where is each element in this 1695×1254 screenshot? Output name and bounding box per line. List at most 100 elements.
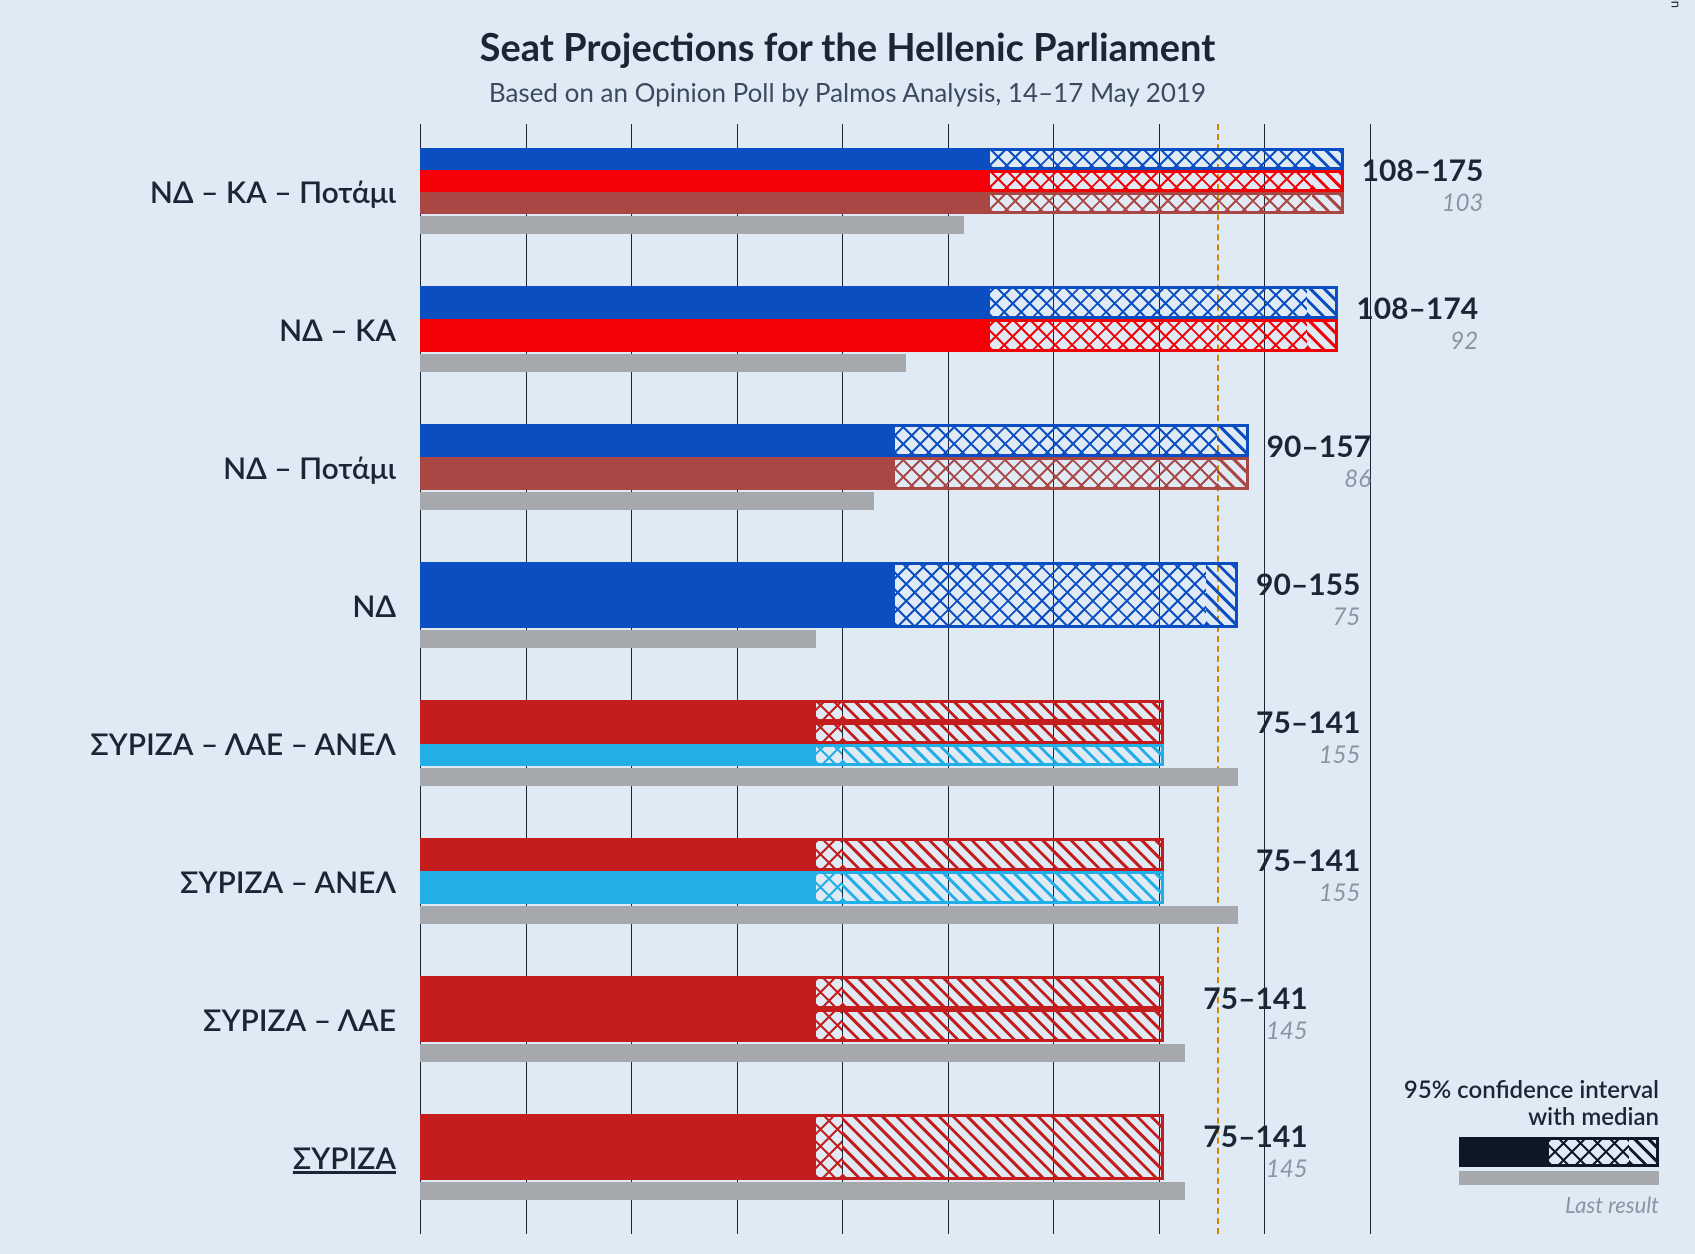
last-result-bar [420, 354, 906, 372]
bar-ci-outer-segment [842, 700, 1164, 722]
bar-ci-inner-segment [990, 192, 1312, 214]
bar-ci-inner-segment [895, 562, 1206, 628]
legend-ci-swatch [1459, 1137, 1659, 1167]
bar-ci-outer-segment [1307, 319, 1339, 352]
bar-ci-outer-segment [842, 1114, 1164, 1180]
last-result-bar [420, 1182, 1185, 1200]
bar-solid-segment [420, 744, 816, 766]
bar-ci-outer-segment [842, 976, 1164, 1009]
row-range-label: 75–141 [1203, 980, 1307, 1016]
bar-solid-segment [420, 871, 816, 904]
row-value-labels: 75–141145 [1185, 980, 1307, 1045]
row-value-labels: 75–141145 [1185, 1118, 1307, 1183]
row-label: ΝΔ – Ποτάμι [223, 408, 420, 528]
chart-area: ΝΔ – ΚΑ – Ποτάμι108–175103 ΝΔ – ΚΑ108–174… [420, 124, 1370, 1234]
row-last-label: 155 [1256, 878, 1360, 907]
bar-ci-outer-segment [1206, 562, 1238, 628]
bar-ci-outer-segment [1312, 192, 1344, 214]
chart-subtitle: Based on an Opinion Poll by Palmos Analy… [0, 70, 1695, 108]
row-range-label: 90–155 [1256, 566, 1360, 602]
bar-ci-inner-segment [816, 700, 842, 722]
bar-ci-outer-segment [842, 722, 1164, 744]
bar-ci-inner-segment [816, 722, 842, 744]
legend-last-label: Last result [1404, 1191, 1659, 1218]
chart-row: ΣΥΡΙΖΑ75–141145 [420, 1098, 1370, 1218]
row-last-label: 86 [1267, 464, 1371, 493]
row-value-labels: 90–15575 [1238, 566, 1360, 631]
bar-ci-outer-segment [842, 838, 1164, 871]
bar-ci-inner-segment [990, 148, 1312, 170]
row-label: ΝΔ [352, 546, 420, 666]
bar-ci-outer-segment [842, 744, 1164, 766]
bar-ci-inner-segment [816, 838, 842, 871]
last-result-bar [420, 216, 964, 234]
bar-ci-inner-segment [816, 976, 842, 1009]
bar-solid-segment [420, 700, 816, 722]
bar-solid-segment [420, 722, 816, 744]
row-last-label: 92 [1356, 326, 1478, 355]
bar-ci-outer-segment [1312, 148, 1344, 170]
bar-ci-outer-segment [1217, 424, 1249, 457]
bar-ci-outer-segment [842, 871, 1164, 904]
chart-row: ΝΔ – ΚΑ – Ποτάμι108–175103 [420, 132, 1370, 252]
bar-ci-inner-segment [990, 170, 1312, 192]
bar-solid-segment [420, 838, 816, 871]
row-last-label: 75 [1256, 602, 1360, 631]
row-value-labels: 108–17492 [1338, 290, 1478, 355]
bar-ci-outer-segment [1312, 170, 1344, 192]
row-last-label: 103 [1362, 188, 1484, 217]
last-result-bar [420, 906, 1238, 924]
chart-row: ΣΥΡΙΖΑ – ΛΑΕ – ΑΝΕΛ75–141155 [420, 684, 1370, 804]
legend-last-swatch [1404, 1167, 1659, 1189]
bar-solid-segment [420, 1114, 816, 1180]
chart-row: ΝΔ90–15575 [420, 546, 1370, 666]
bar-ci-inner-segment [816, 1114, 842, 1180]
bar-solid-segment [420, 286, 990, 319]
bar-solid-segment [420, 1009, 816, 1042]
row-range-label: 108–175 [1362, 152, 1484, 188]
bar-solid-segment [420, 192, 990, 214]
bar-solid-segment [420, 319, 990, 352]
legend: 95% confidence interval with median Last… [1404, 1076, 1659, 1218]
row-label: ΣΥΡΙΖΑ – ΛΑΕ – ΑΝΕΛ [90, 684, 420, 804]
row-label: ΝΔ – ΚΑ – Ποτάμι [150, 132, 420, 252]
row-label: ΣΥΡΙΖΑ – ΛΑΕ [203, 960, 420, 1080]
bar-ci-inner-segment [990, 319, 1307, 352]
row-range-label: 108–174 [1356, 290, 1478, 326]
chart-title: Seat Projections for the Hellenic Parlia… [0, 0, 1695, 70]
row-last-label: 155 [1256, 740, 1360, 769]
chart-row: ΝΔ – ΚΑ108–17492 [420, 270, 1370, 390]
last-result-bar [420, 492, 874, 510]
bar-ci-outer-segment [1217, 457, 1249, 490]
row-label: ΣΥΡΙΖΑ [293, 1098, 420, 1218]
row-range-label: 75–141 [1203, 1118, 1307, 1154]
row-range-label: 90–157 [1267, 428, 1371, 464]
row-last-label: 145 [1203, 1154, 1307, 1183]
bar-solid-segment [420, 424, 895, 457]
row-label: ΝΔ – ΚΑ [279, 270, 420, 390]
bar-ci-inner-segment [816, 871, 842, 904]
bar-solid-segment [420, 457, 895, 490]
last-result-bar [420, 1044, 1185, 1062]
row-last-label: 145 [1203, 1016, 1307, 1045]
bar-solid-segment [420, 170, 990, 192]
row-value-labels: 90–15786 [1249, 428, 1371, 493]
bar-ci-outer-segment [1307, 286, 1339, 319]
bar-ci-inner-segment [895, 424, 1217, 457]
bar-ci-inner-segment [990, 286, 1307, 319]
bar-ci-inner-segment [816, 744, 842, 766]
row-label: ΣΥΡΙΖΑ – ΑΝΕΛ [180, 822, 420, 942]
legend-ci-line1: 95% confidence interval [1404, 1076, 1659, 1104]
row-range-label: 75–141 [1256, 842, 1360, 878]
last-result-bar [420, 768, 1238, 786]
last-result-bar [420, 630, 816, 648]
bar-solid-segment [420, 562, 895, 628]
bar-ci-outer-segment [842, 1009, 1164, 1042]
chart-row: ΝΔ – Ποτάμι90–15786 [420, 408, 1370, 528]
bar-solid-segment [420, 976, 816, 1009]
bar-ci-inner-segment [895, 457, 1217, 490]
bar-ci-inner-segment [816, 1009, 842, 1042]
row-value-labels: 75–141155 [1238, 704, 1360, 769]
row-value-labels: 108–175103 [1344, 152, 1484, 217]
legend-ci-line2: with median [1404, 1103, 1659, 1131]
